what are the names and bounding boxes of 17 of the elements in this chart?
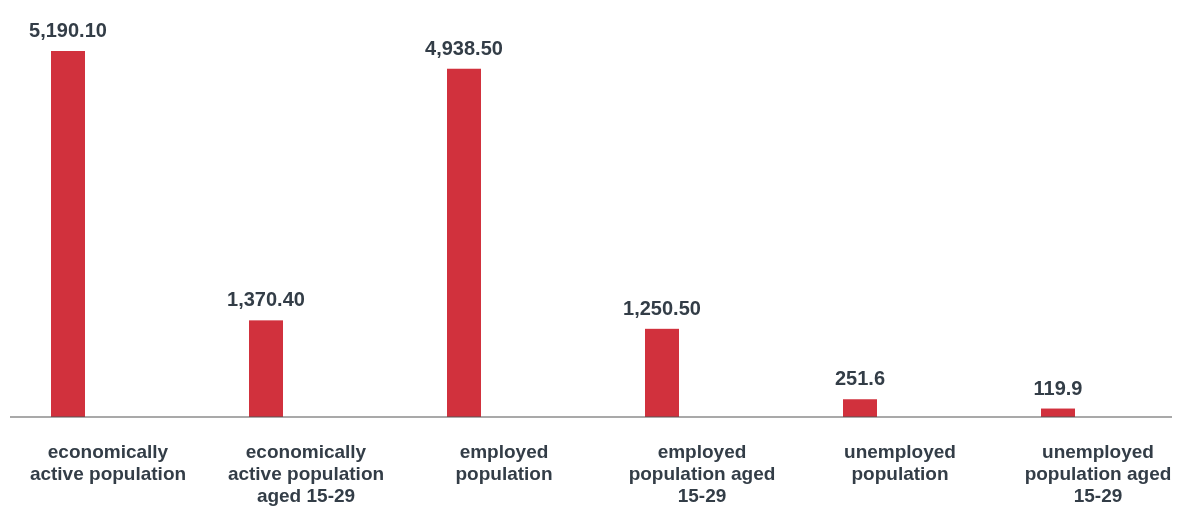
x-tick-label: employed population (455, 441, 553, 484)
bar (843, 399, 877, 417)
x-tick-label: economically active population aged 15-29 (227, 441, 385, 506)
x-tick-label: unemployed population (844, 441, 956, 484)
x-tick-label: employed population aged 15-29 (628, 441, 776, 506)
bar (51, 51, 85, 417)
data-label: 119.9 (1033, 376, 1083, 399)
x-tick-label: unemployed population aged 15-29 (1024, 441, 1172, 506)
bar (447, 68, 481, 417)
x-tick-label: economically active population (29, 441, 187, 484)
data-label: 5,190.10 (29, 19, 107, 41)
data-label: 251.6 (834, 367, 886, 390)
data-label: 4,938.50 (425, 36, 503, 59)
bar (645, 328, 679, 417)
data-label: 1,250.50 (623, 296, 701, 319)
bar (249, 320, 283, 417)
data-label: 1,370.40 (227, 288, 305, 311)
